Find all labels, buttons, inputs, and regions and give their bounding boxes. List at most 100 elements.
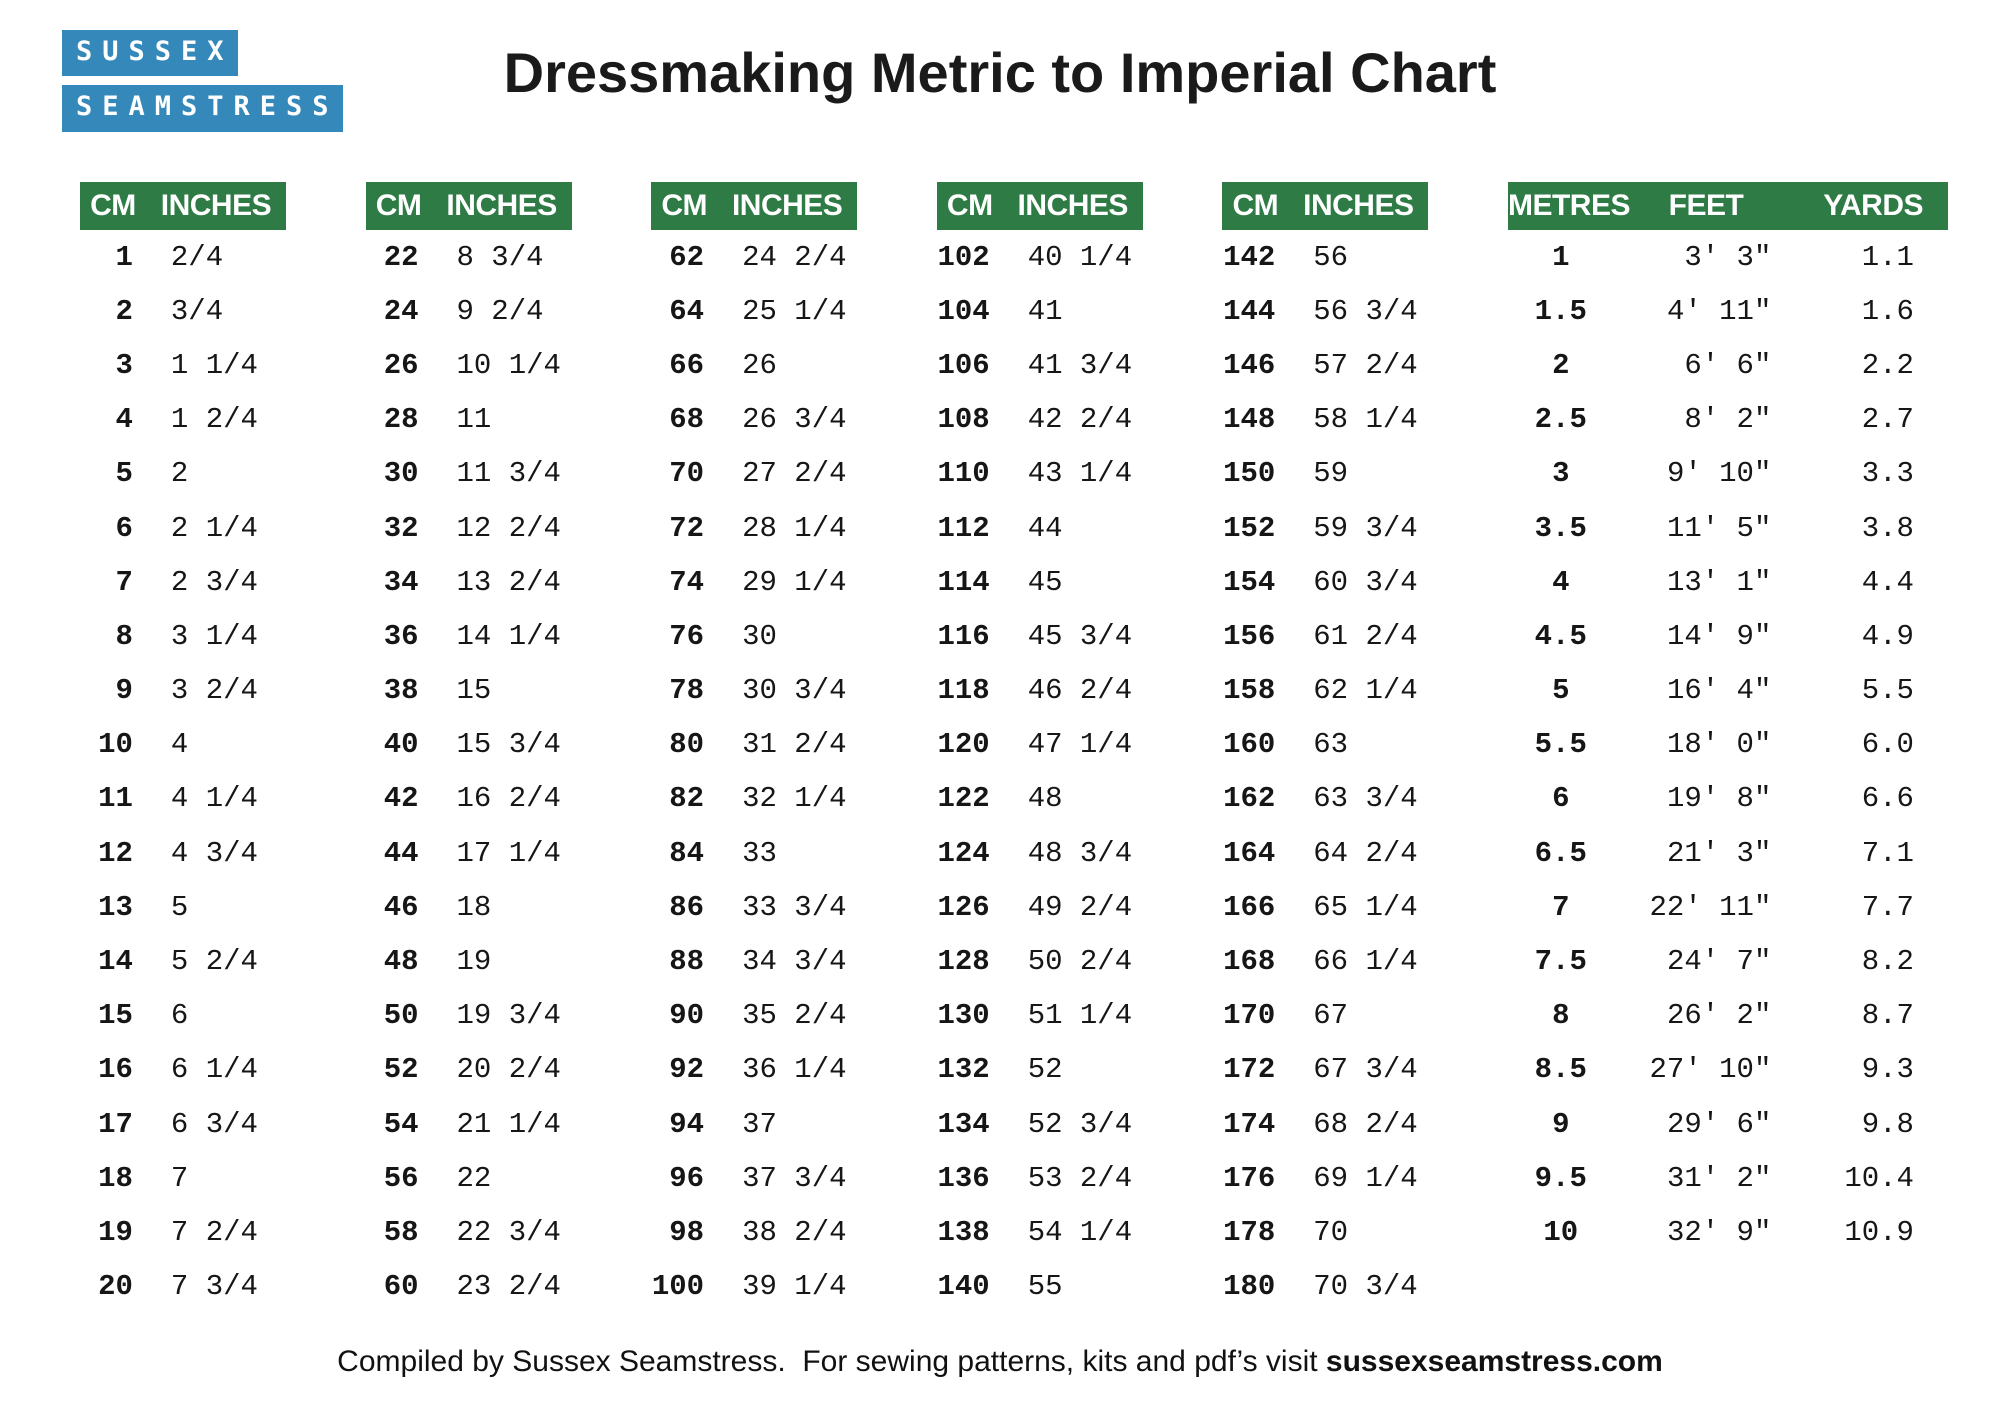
table-row: 8 3 1/4 (80, 609, 286, 663)
cell-cm: 48 (383, 945, 419, 979)
table-header: METRES FEET YARDS (1507, 182, 1948, 230)
cell-inches: 37 3/4 (742, 1161, 847, 1195)
cell-metres: 5.5 (1534, 728, 1587, 762)
cell-feet: 6' 6" (1684, 348, 1772, 382)
cell-cm: 68 (669, 403, 705, 437)
cell-inches: 33 3/4 (742, 890, 847, 924)
table-row: 2 3/4 (80, 284, 286, 338)
table-row: 106 41 3/4 (937, 338, 1143, 392)
cell-cm: 8 (115, 619, 133, 653)
cell-cm: 17 (98, 1107, 133, 1141)
table-row: 102 40 1/4 (937, 230, 1143, 284)
table-row: 3 9' 10" 3.3 (1508, 447, 1948, 501)
cell-metres: 7 (1552, 890, 1570, 924)
cell-cm: 158 (1223, 674, 1276, 708)
cell-cm: 92 (669, 1053, 705, 1087)
table-row: 114 45 (937, 555, 1143, 609)
cell-metres: 4.5 (1534, 619, 1587, 653)
cell-inches: 15 (456, 674, 492, 708)
table-row: 142 56 (1222, 230, 1428, 284)
cell-yards: 9.3 (1861, 1053, 1914, 1087)
column-header-inches: INCHES (1017, 189, 1129, 222)
cell-inches: 2/4 (170, 240, 224, 274)
cell-inches: 47 1/4 (1027, 728, 1133, 762)
cell-cm: 84 (669, 836, 705, 870)
cell-feet: 29' 6" (1666, 1107, 1772, 1141)
cm-inches-table-2: CM INCHES 22 8 3/4 24 9 2/4 26 10 1/4 28 11 30 11 3… (365, 182, 572, 1314)
cell-cm: 44 (383, 836, 419, 870)
table-row: 6.5 21' 3" 7.1 (1508, 826, 1948, 880)
cell-yards: 6.6 (1861, 782, 1914, 816)
cell-cm: 26 (383, 348, 419, 382)
cell-inches: 26 (742, 348, 777, 382)
cell-inches: 38 2/4 (742, 1215, 847, 1249)
cell-inches: 22 3/4 (456, 1215, 561, 1249)
cell-metres: 3 (1552, 457, 1570, 491)
cell-inches: 41 (1027, 294, 1063, 328)
cell-cm: 156 (1223, 619, 1276, 653)
cell-cm: 144 (1223, 294, 1276, 328)
table-row: 10 32' 9" 10.9 (1508, 1205, 1948, 1259)
cell-cm: 54 (383, 1107, 419, 1141)
cm-inches-table-4: CM INCHES 102 40 1/4 104 41 106 41 3/4 108 42 2/4… (936, 182, 1143, 1314)
cell-inches: 5 (170, 890, 189, 924)
table-row: 86 33 3/4 (651, 880, 857, 934)
cell-cm: 140 (937, 1270, 990, 1304)
table-row: 88 34 3/4 (651, 934, 857, 988)
cell-cm: 78 (669, 674, 705, 708)
cell-cm: 126 (937, 890, 990, 924)
table-row: 110 43 1/4 (937, 447, 1143, 501)
cell-metres: 5 (1552, 674, 1570, 708)
cell-yards: 1.1 (1861, 240, 1914, 274)
cell-feet: 9' 10" (1666, 457, 1772, 491)
cell-inches: 17 1/4 (456, 836, 561, 870)
table-row: 9 29' 6" 9.8 (1508, 1097, 1948, 1151)
table-row: 158 62 1/4 (1222, 664, 1428, 718)
cell-cm: 180 (1223, 1270, 1276, 1304)
cell-cm: 4 (115, 403, 133, 437)
cell-cm: 32 (383, 511, 419, 545)
table-row: 12 4 3/4 (80, 826, 286, 880)
table-row: 7 2 3/4 (80, 555, 286, 609)
table-row: 170 67 (1222, 989, 1428, 1043)
cell-inches: 45 3/4 (1027, 619, 1133, 653)
table-row: 160 63 (1222, 718, 1428, 772)
table-row: 130 51 1/4 (937, 989, 1143, 1043)
cell-metres: 6 (1552, 782, 1570, 816)
cell-inches: 48 3/4 (1027, 836, 1133, 870)
cell-inches: 59 (1313, 457, 1349, 491)
cell-inches: 4 1/4 (170, 782, 258, 816)
table-header: CM INCHES (651, 182, 858, 230)
footer-text: Compiled by Sussex Seamstress. For sewin… (337, 1345, 1326, 1378)
table-row: 48 19 (366, 934, 572, 988)
table-row: 128 50 2/4 (937, 934, 1143, 988)
cell-cm: 13 (98, 890, 133, 924)
table-row: 176 69 1/4 (1222, 1151, 1428, 1205)
cell-feet: 11' 5" (1666, 511, 1772, 545)
cell-cm: 130 (937, 999, 990, 1033)
table-row: 4 1 2/4 (80, 393, 286, 447)
cell-feet: 27' 10" (1649, 1053, 1772, 1087)
table-row: 10 4 (80, 718, 286, 772)
cell-cm: 106 (937, 348, 990, 382)
sussex-seamstress-logo: SUSSEX SEAMSTRESS (62, 30, 343, 141)
table-row: 22 8 3/4 (366, 230, 572, 284)
cell-metres: 9.5 (1534, 1161, 1587, 1195)
table-row: 38 15 (366, 664, 572, 718)
cell-cm: 96 (669, 1161, 705, 1195)
cell-inches: 55 (1027, 1270, 1063, 1304)
cell-cm: 100 (651, 1270, 705, 1304)
table-row: 122 48 (937, 772, 1143, 826)
table-row: 42 16 2/4 (366, 772, 572, 826)
column-header-inches: INCHES (1303, 189, 1414, 222)
table-row: 120 47 1/4 (937, 718, 1143, 772)
cell-metres: 1.5 (1534, 294, 1587, 328)
cell-cm: 56 (383, 1161, 419, 1195)
cell-cm: 132 (937, 1053, 990, 1087)
cell-cm: 30 (383, 457, 419, 491)
table-row: 80 31 2/4 (651, 718, 857, 772)
cell-yards: 7.7 (1861, 890, 1914, 924)
cell-inches: 25 1/4 (742, 294, 847, 328)
table-row: 1 3' 3" 1.1 (1508, 230, 1948, 284)
cell-cm: 72 (669, 511, 705, 545)
